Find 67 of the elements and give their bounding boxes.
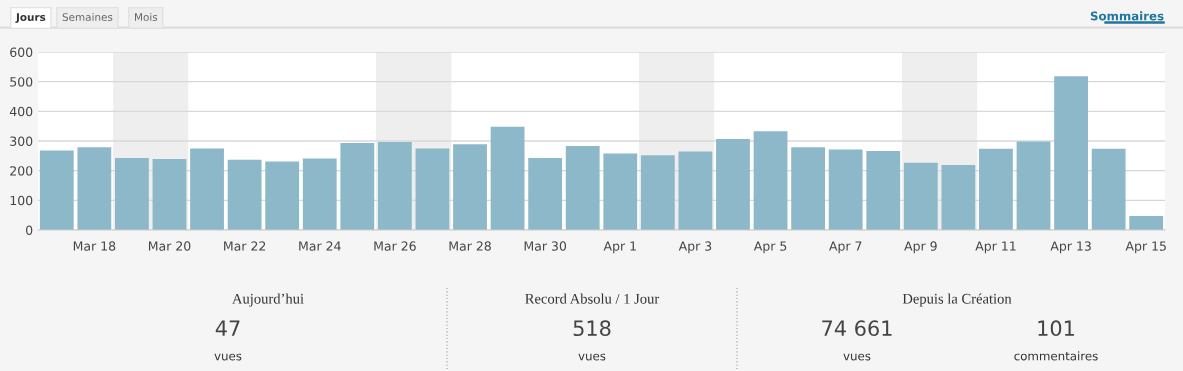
bar: [941, 165, 976, 230]
bar: [828, 149, 863, 230]
text: vues: [843, 353, 871, 361]
text: 47: [215, 320, 240, 336]
bar: [1016, 141, 1051, 230]
x-tick-label: Apr 13: [1050, 241, 1091, 254]
bar: [152, 159, 187, 230]
text: Jours: [15, 13, 46, 23]
text: Mois: [135, 12, 158, 22]
bar: [753, 131, 788, 230]
bar: [1129, 216, 1164, 230]
bar: [77, 147, 112, 230]
x-tick-label: Apr 5: [753, 241, 787, 254]
bar: [227, 159, 262, 230]
text: Sommaires: [1090, 11, 1164, 21]
x-tick-label: Mar 20: [148, 241, 191, 251]
bar: [603, 153, 638, 230]
x-tick-label: Mar 28: [449, 241, 491, 251]
bar: [39, 150, 74, 230]
text: 101: [1038, 320, 1074, 337]
bar: [115, 157, 149, 230]
bar: [490, 126, 525, 230]
y-tick-label: 300: [10, 136, 33, 146]
x-tick-label: Apr 11: [975, 241, 1016, 254]
bar: [453, 144, 487, 230]
text: vues: [214, 353, 242, 361]
bar: [377, 141, 412, 230]
x-tick-label: Mar 30: [524, 241, 567, 251]
bar: [791, 147, 826, 230]
bar: [640, 155, 675, 230]
text: Depuis la Création: [902, 293, 1012, 307]
x-tick-label: Apr 7: [829, 241, 862, 254]
x-tick-label: Mar 26: [374, 241, 416, 251]
bar: [903, 162, 938, 230]
text: 74 661: [822, 320, 892, 337]
x-tick-label: Mar 18: [73, 241, 116, 251]
text: commentaires: [1014, 351, 1098, 361]
bar: [528, 157, 563, 230]
x-tick-label: Mar 24: [299, 241, 341, 251]
bar: [302, 158, 337, 230]
bar: [190, 148, 224, 230]
text: Aujourd’hui: [232, 293, 304, 307]
x-tick-label: Apr 9: [904, 241, 937, 254]
bar: [979, 148, 1013, 230]
text: Record Absolu / 1 Jour: [525, 293, 660, 304]
bar: [265, 161, 300, 230]
y-tick-label: 600: [10, 47, 33, 57]
bar: [716, 138, 750, 230]
x-tick-label: Mar 22: [224, 241, 266, 251]
y-tick-label: 500: [10, 77, 33, 87]
text: vues: [578, 353, 606, 361]
bar: [678, 151, 713, 230]
bar: [866, 151, 901, 230]
bar: [1091, 148, 1126, 230]
bar: [340, 143, 375, 230]
bar: [1054, 76, 1088, 230]
y-tick-label: 400: [9, 106, 33, 117]
text: 518: [573, 320, 611, 337]
text: Semaines: [62, 12, 113, 22]
y-tick-label: 200: [10, 166, 33, 176]
x-tick-label: Apr 3: [678, 241, 712, 254]
bar: [415, 148, 450, 230]
x-tick-label: Apr 15: [1125, 241, 1166, 254]
bar: [565, 146, 600, 230]
x-tick-label: Apr 1: [603, 241, 636, 254]
y-tick-label: 0: [26, 225, 33, 235]
y-tick-label: 100: [10, 195, 33, 206]
